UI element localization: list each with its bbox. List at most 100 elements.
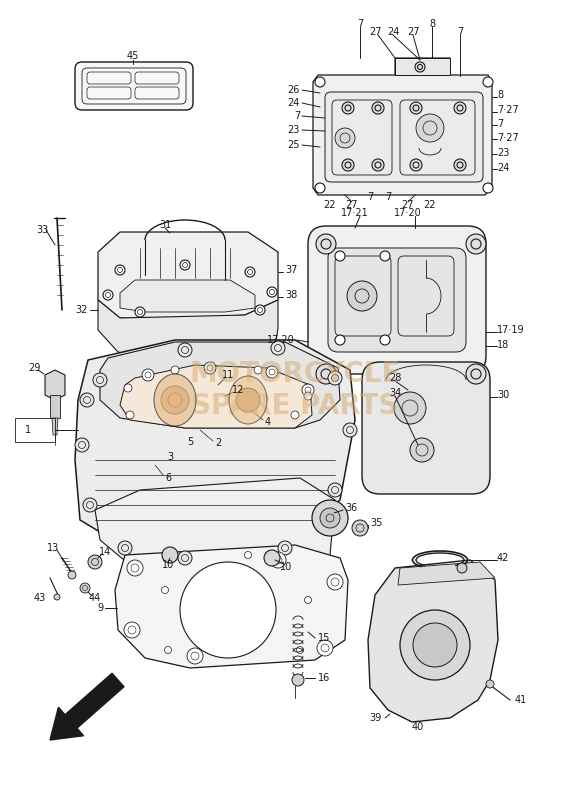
Polygon shape [395,58,450,75]
Circle shape [347,281,377,311]
Text: 17·20: 17·20 [394,208,422,218]
Text: 11: 11 [222,370,234,380]
Text: 3: 3 [167,452,173,462]
Circle shape [162,547,178,563]
Circle shape [271,341,285,355]
Circle shape [416,114,444,142]
Text: 23: 23 [497,148,510,158]
Circle shape [352,520,368,536]
Polygon shape [75,340,355,555]
Polygon shape [115,545,348,668]
Polygon shape [313,58,492,195]
FancyBboxPatch shape [75,62,193,110]
Circle shape [126,411,134,419]
Circle shape [142,369,154,381]
Circle shape [328,483,342,497]
Circle shape [83,498,97,512]
Circle shape [88,555,102,569]
Text: 41: 41 [515,695,527,705]
Text: 18: 18 [497,340,509,350]
Polygon shape [100,342,340,428]
Circle shape [335,335,345,345]
Circle shape [187,648,203,664]
Text: 6: 6 [165,473,171,483]
Text: 30: 30 [497,390,509,400]
FancyBboxPatch shape [362,362,490,494]
Circle shape [400,610,470,680]
Circle shape [180,260,190,270]
Text: 22: 22 [324,200,336,210]
Circle shape [394,392,426,424]
Text: 25: 25 [288,140,300,150]
Text: 40: 40 [412,722,424,732]
Circle shape [124,622,140,638]
Circle shape [118,541,132,555]
Text: 29: 29 [28,363,40,373]
Circle shape [372,159,384,171]
Text: 7: 7 [497,119,503,129]
Circle shape [75,438,89,452]
Circle shape [254,366,262,374]
Text: 7·27: 7·27 [497,133,519,143]
Text: 44: 44 [89,593,101,603]
Text: 27: 27 [407,27,419,37]
Circle shape [124,384,132,392]
Polygon shape [398,562,495,585]
Circle shape [380,251,390,261]
Circle shape [204,362,216,374]
Text: 33: 33 [36,225,48,235]
Circle shape [302,384,314,396]
Polygon shape [52,418,58,435]
Circle shape [483,183,493,193]
Circle shape [178,551,192,565]
Circle shape [135,307,145,317]
Circle shape [483,77,493,87]
Circle shape [297,646,303,654]
Circle shape [466,234,486,254]
Text: 27: 27 [346,200,358,210]
Text: 27: 27 [369,27,381,37]
Circle shape [245,551,251,558]
Text: 13: 13 [47,543,59,553]
Circle shape [54,594,60,600]
Circle shape [315,77,325,87]
FancyBboxPatch shape [328,248,466,352]
Text: 5: 5 [187,437,193,447]
Circle shape [415,62,425,72]
Circle shape [127,560,143,576]
Text: 4: 4 [265,417,271,427]
Circle shape [410,102,422,114]
Text: 28: 28 [389,373,401,383]
Circle shape [68,571,76,579]
Polygon shape [98,300,278,360]
Circle shape [180,562,276,658]
Text: 38: 38 [285,290,297,300]
Text: 36: 36 [345,503,357,513]
Circle shape [320,508,340,528]
Polygon shape [120,280,255,312]
Text: 24: 24 [288,98,300,108]
Circle shape [266,366,278,378]
Circle shape [486,680,494,688]
Circle shape [317,640,333,656]
Circle shape [267,287,277,297]
Text: 9: 9 [97,603,103,613]
Polygon shape [45,370,65,400]
Polygon shape [98,232,278,318]
Circle shape [413,623,457,667]
Text: 24: 24 [497,163,510,173]
Text: 32: 32 [76,305,88,315]
Text: 23: 23 [288,125,300,135]
Circle shape [278,541,292,555]
Circle shape [466,364,486,384]
Text: 7·27: 7·27 [497,105,519,115]
Text: 24: 24 [387,27,399,37]
Circle shape [245,267,255,277]
Circle shape [305,597,311,603]
Circle shape [335,251,345,261]
Circle shape [454,102,466,114]
Text: 35: 35 [370,518,383,528]
Bar [15,418,55,442]
Text: 7: 7 [294,111,300,121]
Circle shape [161,386,189,414]
